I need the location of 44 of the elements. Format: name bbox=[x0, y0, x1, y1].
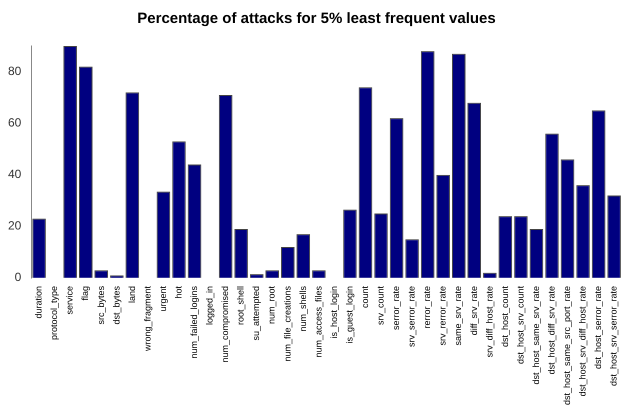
x-tick-label: dst_host_same_srv_rate bbox=[530, 286, 541, 384]
x-tick-label: dst_host_diff_srv_rate bbox=[546, 286, 556, 374]
x-tick-label: flag bbox=[80, 286, 90, 300]
x-tick-label: num_compromised bbox=[220, 286, 230, 362]
x-tick-label: protocol_type bbox=[49, 286, 60, 340]
x-tick-label: dst_host_count bbox=[500, 285, 510, 347]
x-tick-label: srv_diff_host_rate bbox=[484, 286, 494, 358]
x-tick-label: hot bbox=[173, 285, 184, 298]
x-tick-label: is_guest_login bbox=[344, 286, 354, 344]
x-tick-label: src_bytes bbox=[96, 285, 106, 324]
x-tick-label: srv_serror_rate bbox=[406, 286, 417, 347]
x-tick-label: num_root bbox=[266, 285, 277, 324]
x-tick-label: logged_in bbox=[204, 286, 215, 325]
x-tick-label: count bbox=[360, 285, 370, 308]
y-tick-label: 20 bbox=[8, 218, 22, 233]
x-tick-label: urgent bbox=[158, 285, 168, 312]
x-tick-label: srv_rerror_rate bbox=[438, 286, 448, 346]
x-tick-label: num_access_files bbox=[313, 285, 324, 358]
x-tick-label: dst_bytes bbox=[111, 285, 122, 324]
x-tick-label: dst_host_srv_diff_host_rate bbox=[578, 286, 588, 396]
x-tick-label: wrong_fragment bbox=[142, 285, 152, 352]
y-tick-label: 40 bbox=[8, 167, 22, 182]
x-tick-label: dst_host_srv_count bbox=[515, 285, 526, 364]
x-tick-label: is_host_login bbox=[328, 286, 339, 338]
x-tick-label: dst_host_serror_rate bbox=[593, 286, 604, 369]
x-tick-label: su_attempted bbox=[251, 286, 262, 340]
x-tick-label: serror_rate bbox=[391, 286, 402, 330]
y-tick-label: 60 bbox=[8, 116, 22, 130]
x-tick-label: same_srv_rate bbox=[453, 286, 464, 346]
x-tick-label: num_shells bbox=[298, 285, 308, 332]
x-tick-label: dst_host_same_src_port_rate bbox=[562, 286, 572, 406]
x-tick-label: duration bbox=[34, 286, 44, 318]
x-tick-label: num_file_creations bbox=[282, 285, 292, 362]
x-tick-label: root_shell bbox=[236, 286, 246, 325]
chart-title: Percentage of attacks for 5% least frequent values bbox=[137, 10, 496, 28]
x-tick-label: diff_srv_rate bbox=[468, 286, 479, 336]
x-tick-label: land bbox=[126, 286, 137, 303]
x-tick-label: dst_host_srv_serror_rate bbox=[608, 286, 619, 386]
x-tick-label: num_failed_logins bbox=[189, 285, 200, 358]
x-tick-label: srv_count bbox=[376, 285, 386, 325]
x-tick-label: service bbox=[64, 286, 75, 314]
y-tick-label: 0 bbox=[14, 270, 22, 284]
y-tick-label: 80 bbox=[8, 64, 22, 78]
x-tick-label: rerror_rate bbox=[422, 286, 432, 328]
